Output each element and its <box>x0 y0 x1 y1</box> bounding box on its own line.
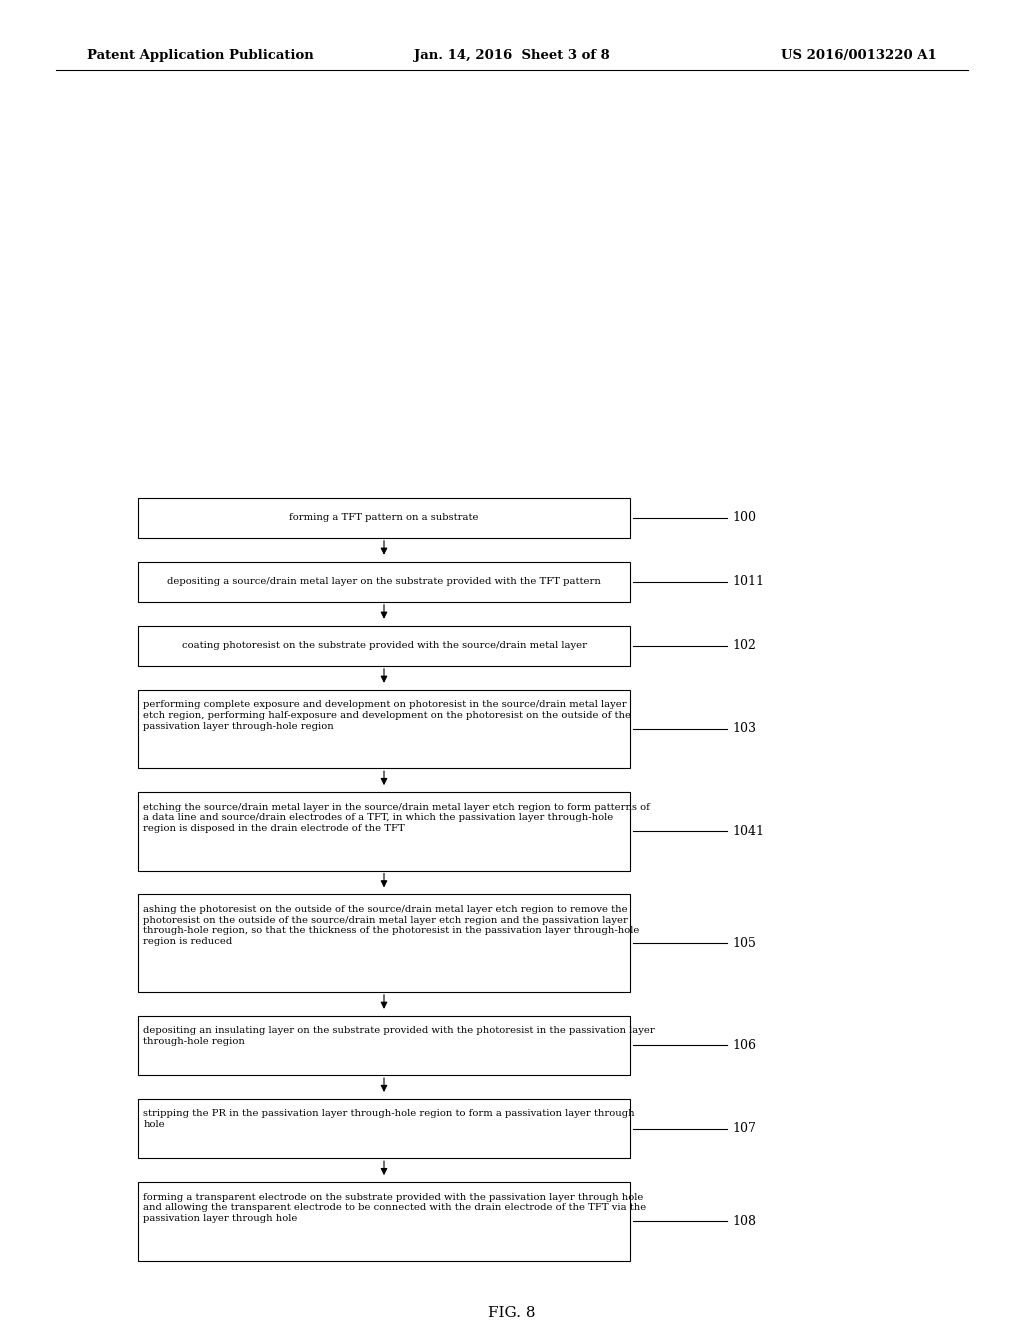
Text: performing complete exposure and development on photoresist in the source/drain : performing complete exposure and develop… <box>143 700 632 731</box>
Text: coating photoresist on the substrate provided with the source/drain metal layer: coating photoresist on the substrate pro… <box>181 642 587 651</box>
Bar <box>138 792 630 871</box>
Bar <box>138 689 630 768</box>
Text: 1011: 1011 <box>732 576 764 589</box>
Bar <box>138 498 630 539</box>
Text: 107: 107 <box>732 1122 756 1135</box>
Text: stripping the PR in the passivation layer through-hole region to form a passivat: stripping the PR in the passivation laye… <box>143 1109 635 1129</box>
Text: Jan. 14, 2016  Sheet 3 of 8: Jan. 14, 2016 Sheet 3 of 8 <box>414 49 610 62</box>
Text: US 2016/0013220 A1: US 2016/0013220 A1 <box>781 49 937 62</box>
Text: Patent Application Publication: Patent Application Publication <box>87 49 313 62</box>
Bar <box>138 895 630 993</box>
Text: etching the source/drain metal layer in the source/drain metal layer etch region: etching the source/drain metal layer in … <box>143 803 650 833</box>
Bar <box>138 1016 630 1074</box>
Text: ashing the photoresist on the outside of the source/drain metal layer etch regio: ashing the photoresist on the outside of… <box>143 906 640 946</box>
Text: 105: 105 <box>732 937 756 949</box>
Text: 106: 106 <box>732 1039 756 1052</box>
Text: depositing an insulating layer on the substrate provided with the photoresist in: depositing an insulating layer on the su… <box>143 1027 655 1045</box>
Text: 100: 100 <box>732 511 756 524</box>
Text: 103: 103 <box>732 722 756 735</box>
Text: depositing a source/drain metal layer on the substrate provided with the TFT pat: depositing a source/drain metal layer on… <box>167 577 601 586</box>
Text: forming a TFT pattern on a substrate: forming a TFT pattern on a substrate <box>289 513 479 523</box>
Text: 1041: 1041 <box>732 825 764 838</box>
Text: FIG. 8: FIG. 8 <box>488 1305 536 1320</box>
Text: forming a transparent electrode on the substrate provided with the passivation l: forming a transparent electrode on the s… <box>143 1193 646 1224</box>
Bar <box>138 626 630 665</box>
Bar <box>138 562 630 602</box>
Text: 108: 108 <box>732 1214 756 1228</box>
Text: 102: 102 <box>732 639 756 652</box>
Bar <box>138 1098 630 1159</box>
Bar <box>138 1183 630 1261</box>
